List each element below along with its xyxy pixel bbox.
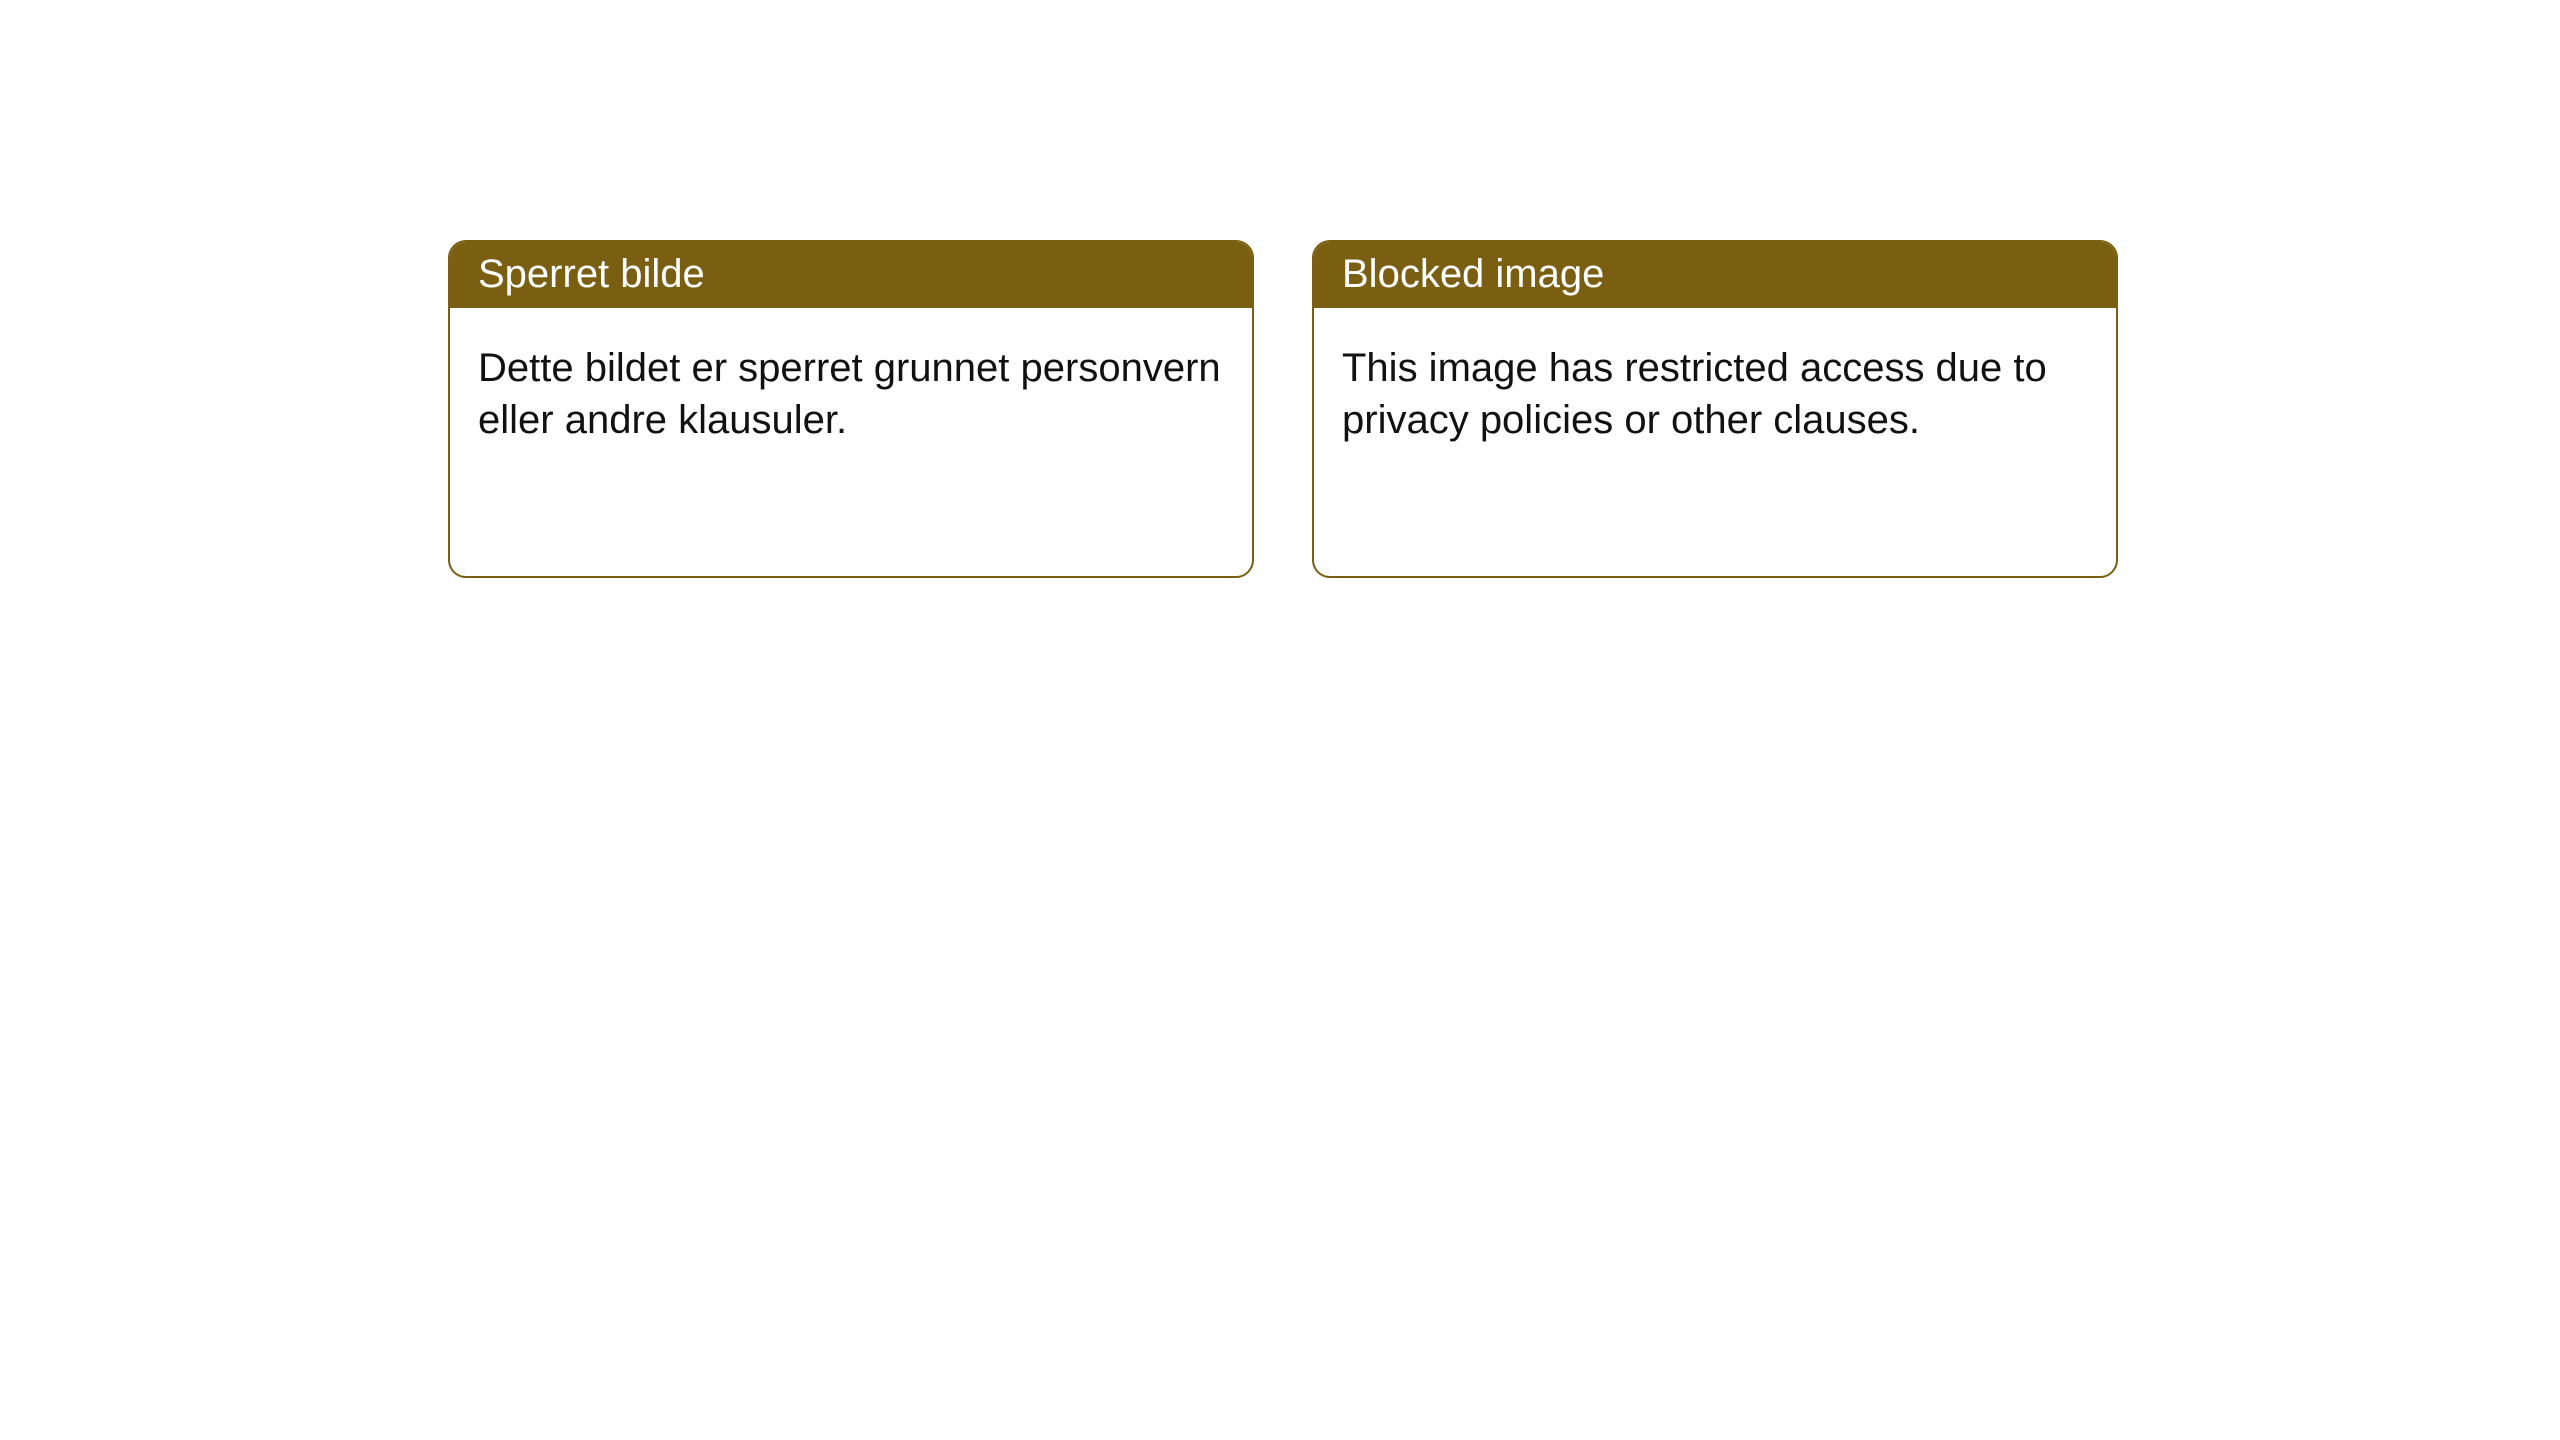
blocked-image-card-en: Blocked image This image has restricted … xyxy=(1312,240,2118,578)
card-header: Blocked image xyxy=(1314,242,2116,308)
card-row: Sperret bilde Dette bildet er sperret gr… xyxy=(448,240,2118,578)
card-body: Dette bildet er sperret grunnet personve… xyxy=(450,308,1252,466)
card-header: Sperret bilde xyxy=(450,242,1252,308)
blocked-image-card-no: Sperret bilde Dette bildet er sperret gr… xyxy=(448,240,1254,578)
card-body: This image has restricted access due to … xyxy=(1314,308,2116,466)
